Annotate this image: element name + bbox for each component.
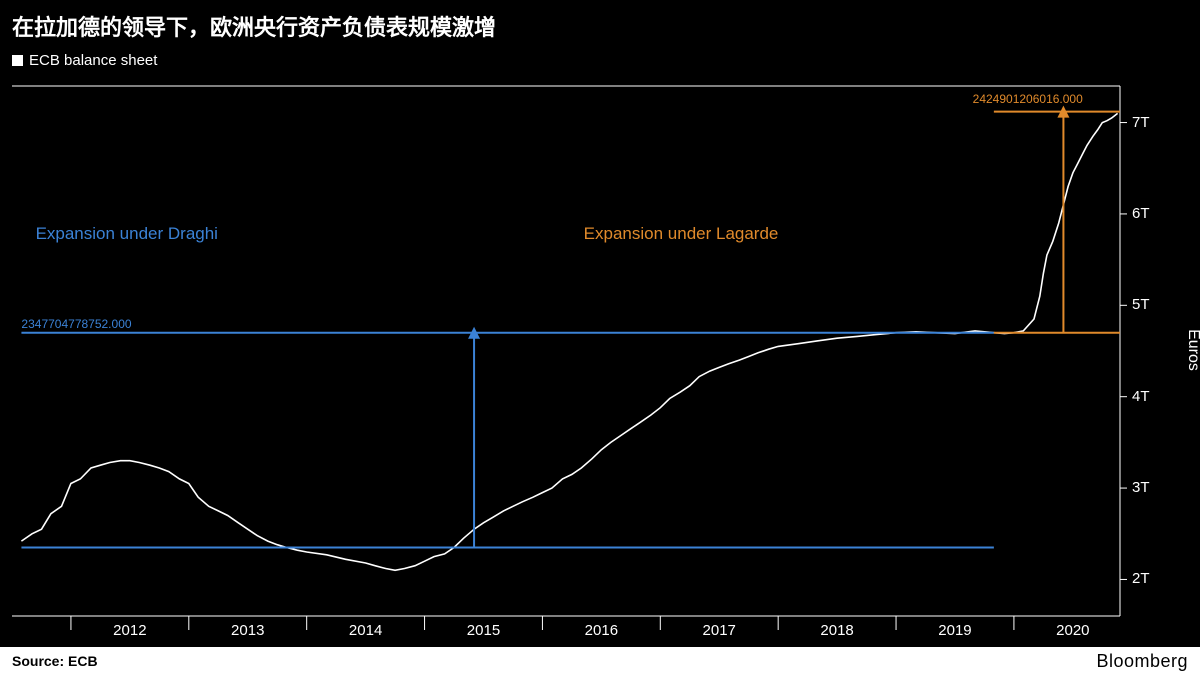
y-tick-label: 5T bbox=[1132, 296, 1150, 313]
x-tick-label: 2014 bbox=[349, 622, 382, 639]
y-tick-label: 6T bbox=[1132, 205, 1150, 222]
y-axis-title: Euros bbox=[1184, 329, 1200, 371]
x-tick-label: 2012 bbox=[113, 622, 146, 639]
x-tick-label: 2015 bbox=[467, 622, 500, 639]
y-tick-label: 3T bbox=[1132, 479, 1150, 496]
brand-label: Bloomberg bbox=[1096, 651, 1188, 672]
y-tick-label: 4T bbox=[1132, 388, 1150, 405]
lagarde-value: 2424901206016.000 bbox=[973, 92, 1083, 106]
y-tick-label: 7T bbox=[1132, 114, 1150, 131]
x-tick-label: 2020 bbox=[1056, 622, 1089, 639]
y-tick-label: 2T bbox=[1132, 570, 1150, 587]
draghi-value: 2347704778752.000 bbox=[21, 317, 131, 331]
x-tick-label: 2018 bbox=[820, 622, 853, 639]
x-tick-label: 2016 bbox=[585, 622, 618, 639]
chart-container: 在拉加德的领导下，欧洲央行资产负债表规模激增 ECB balance sheet… bbox=[0, 0, 1200, 675]
source-label: Source: ECB bbox=[12, 653, 98, 669]
lagarde-label: Expansion under Lagarde bbox=[584, 224, 779, 244]
draghi-label: Expansion under Draghi bbox=[36, 224, 218, 244]
x-tick-label: 2019 bbox=[938, 622, 971, 639]
x-tick-label: 2017 bbox=[703, 622, 736, 639]
footer: Source: ECB Bloomberg bbox=[0, 647, 1200, 675]
x-tick-label: 2013 bbox=[231, 622, 264, 639]
